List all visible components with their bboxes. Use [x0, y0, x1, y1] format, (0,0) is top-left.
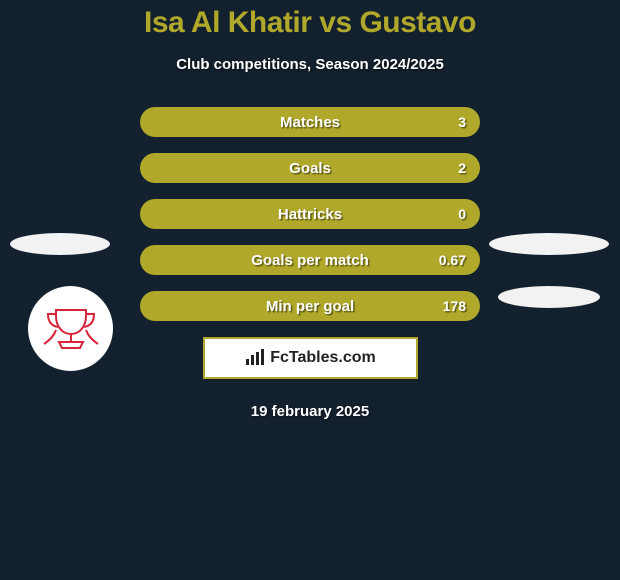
brand-box[interactable]: FcTables.com — [203, 337, 418, 379]
stat-row: Goals per match 0.67 — [140, 245, 480, 275]
stat-row: Matches 3 — [140, 107, 480, 137]
stat-row: Goals 2 — [140, 153, 480, 183]
stat-label: Matches — [280, 114, 340, 131]
page-title: Isa Al Khatir vs Gustavo — [0, 6, 620, 40]
stat-label: Goals — [289, 160, 331, 177]
stat-value-right: 3 — [458, 114, 466, 130]
stat-value-right: 0.67 — [439, 252, 466, 268]
stats-area: Matches 3 Goals 2 Hattricks 0 Goals per match 0… — [0, 107, 620, 321]
bar-chart-icon — [244, 349, 266, 367]
stat-value-right: 2 — [458, 160, 466, 176]
stat-label: Goals per match — [251, 252, 369, 269]
stat-value-right: 178 — [443, 298, 466, 314]
footer-date: 19 february 2025 — [0, 403, 620, 420]
brand-text: FcTables.com — [270, 349, 376, 367]
club-crest — [28, 286, 113, 371]
trophy-crest-icon — [38, 304, 104, 354]
decorative-oval-right-2 — [498, 286, 600, 308]
stat-value-right: 0 — [458, 206, 466, 222]
decorative-oval-right-1 — [489, 233, 609, 255]
page-root: Isa Al Khatir vs Gustavo Club competitio… — [0, 0, 620, 580]
stat-row: Hattricks 0 — [140, 199, 480, 229]
stat-row: Min per goal 178 — [140, 291, 480, 321]
decorative-oval-left — [10, 233, 110, 255]
page-subtitle: Club competitions, Season 2024/2025 — [0, 56, 620, 73]
stat-label: Min per goal — [266, 298, 354, 315]
stat-label: Hattricks — [278, 206, 342, 223]
